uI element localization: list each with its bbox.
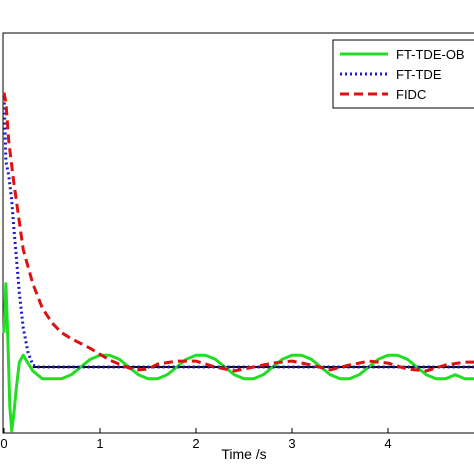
x-axis-label: Time /s: [221, 446, 266, 462]
x-tick-label: 4: [384, 436, 391, 451]
x-tick-label: 0: [0, 436, 7, 451]
series-lines: [2, 92, 474, 433]
x-tick-label: 1: [96, 436, 103, 451]
legend-entries: FT-TDE-OB FT-TDE FIDC: [340, 47, 465, 102]
legend: FT-TDE-OB FT-TDE FIDC: [332, 39, 474, 109]
x-axis-ticks: 0 1 2 3 4: [0, 428, 392, 451]
legend-label: FT-TDE-OB: [396, 47, 465, 62]
x-tick-label: 2: [192, 436, 199, 451]
x-tick-label: 3: [288, 436, 295, 451]
legend-label: FT-TDE: [396, 67, 442, 82]
legend-label: FIDC: [396, 87, 426, 102]
series-line-ft-tde-ob: [2, 282, 474, 433]
